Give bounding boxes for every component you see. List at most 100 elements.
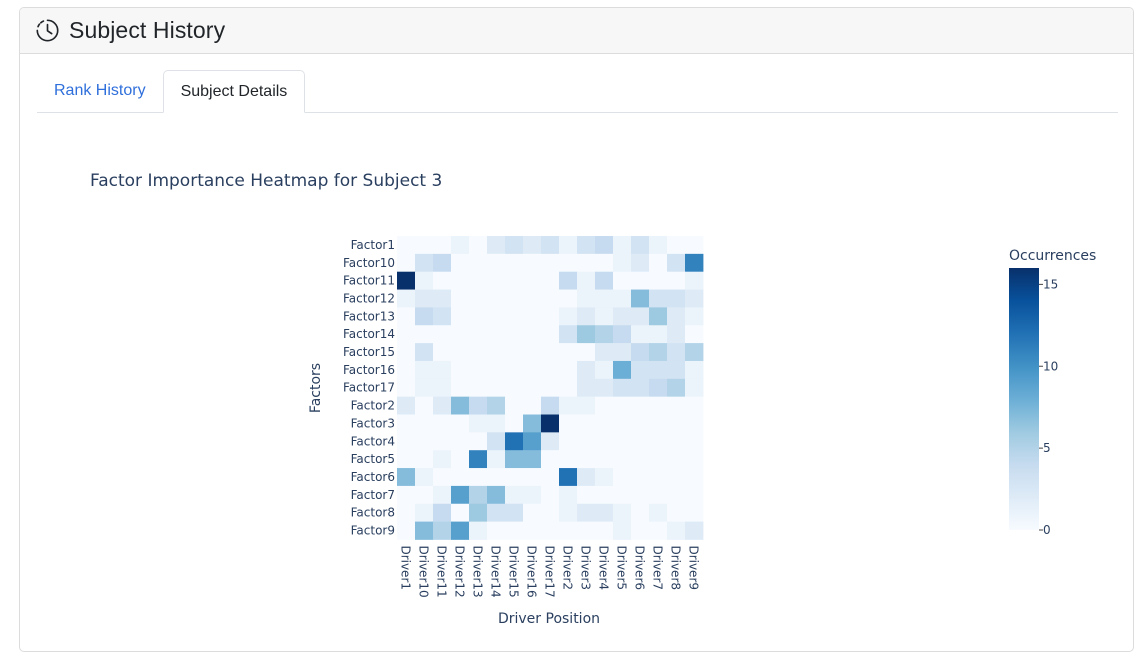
y-tick-label: Factor2 bbox=[351, 399, 395, 413]
heatmap-cell bbox=[667, 485, 686, 505]
heatmap-cell bbox=[415, 325, 434, 344]
heatmap-cell bbox=[685, 521, 704, 540]
heatmap-cell bbox=[487, 432, 506, 451]
heatmap-cells bbox=[397, 236, 704, 540]
heatmap-cell bbox=[505, 503, 524, 522]
tab-subject-details[interactable]: Subject Details bbox=[162, 70, 306, 113]
heatmap-cell bbox=[613, 521, 632, 540]
heatmap-cell bbox=[451, 378, 470, 398]
heatmap-cell bbox=[505, 450, 524, 469]
heatmap-cell bbox=[451, 253, 470, 273]
heatmap-cell bbox=[433, 325, 452, 344]
heatmap-cell bbox=[595, 485, 614, 505]
heatmap-cell bbox=[559, 432, 578, 451]
heatmap-cell bbox=[487, 360, 506, 380]
y-tick-label: Factor12 bbox=[343, 291, 395, 305]
heatmap-cell bbox=[631, 485, 650, 505]
heatmap-cell bbox=[523, 307, 542, 326]
heatmap-cell bbox=[541, 253, 560, 273]
heatmap-cell bbox=[487, 325, 506, 344]
heatmap-cell bbox=[523, 521, 542, 540]
heatmap-cell bbox=[415, 253, 434, 273]
heatmap-cell bbox=[415, 414, 434, 433]
heatmap-cell bbox=[541, 450, 560, 469]
heatmap-cell bbox=[685, 253, 704, 273]
heatmap-cell bbox=[595, 236, 614, 255]
heatmap-cell bbox=[613, 253, 632, 273]
heatmap-cell bbox=[559, 343, 578, 362]
heatmap-cell bbox=[487, 468, 506, 487]
heatmap-cell bbox=[451, 271, 470, 290]
heatmap-cell bbox=[505, 468, 524, 487]
clock-icon bbox=[35, 18, 61, 44]
heatmap-cell bbox=[397, 307, 416, 326]
heatmap-cell bbox=[667, 378, 686, 398]
y-tick-label: Factor7 bbox=[351, 488, 395, 502]
heatmap-cell bbox=[631, 432, 650, 451]
heatmap-cell bbox=[523, 468, 542, 487]
y-tick-label: Factor17 bbox=[343, 381, 395, 395]
heatmap-cell bbox=[685, 485, 704, 505]
heatmap-cell bbox=[649, 253, 668, 273]
heatmap-cell bbox=[685, 378, 704, 398]
heatmap-cell bbox=[595, 253, 614, 273]
heatmap-cell bbox=[523, 343, 542, 362]
heatmap-cell bbox=[541, 360, 560, 380]
heatmap-cell bbox=[541, 378, 560, 398]
heatmap-cell bbox=[613, 396, 632, 415]
tab-rank-history[interactable]: Rank History bbox=[54, 82, 146, 99]
heatmap-cell bbox=[541, 236, 560, 255]
heatmap-cell bbox=[523, 450, 542, 469]
heatmap-cell bbox=[559, 289, 578, 308]
heatmap-cell bbox=[451, 289, 470, 308]
heatmap-cell bbox=[505, 307, 524, 326]
heatmap-cell bbox=[469, 485, 488, 505]
heatmap-cell bbox=[631, 236, 650, 255]
heatmap-cell bbox=[469, 360, 488, 380]
heatmap-cell bbox=[595, 503, 614, 522]
heatmap-cell bbox=[559, 414, 578, 433]
heatmap-cell bbox=[541, 289, 560, 308]
heatmap-cell bbox=[487, 414, 506, 433]
heatmap-cell bbox=[469, 414, 488, 433]
heatmap-cell bbox=[397, 396, 416, 415]
heatmap-cell bbox=[577, 414, 596, 433]
heatmap-cell bbox=[469, 253, 488, 273]
heatmap-cell bbox=[631, 378, 650, 398]
heatmap-cell bbox=[631, 253, 650, 273]
y-tick-label: Factor15 bbox=[343, 345, 395, 359]
heatmap-cell bbox=[541, 468, 560, 487]
heatmap-cell bbox=[577, 307, 596, 326]
x-tick-label: Driver3 bbox=[579, 545, 593, 590]
heatmap-cell bbox=[631, 503, 650, 522]
heatmap-cell bbox=[451, 360, 470, 380]
heatmap-cell bbox=[433, 343, 452, 362]
heatmap-cell bbox=[541, 521, 560, 540]
y-tick-label: Factor6 bbox=[351, 470, 395, 484]
heatmap-cell bbox=[595, 289, 614, 308]
heatmap-cell bbox=[415, 378, 434, 398]
heatmap-cell bbox=[649, 450, 668, 469]
heatmap-cell bbox=[667, 307, 686, 326]
heatmap-cell bbox=[559, 253, 578, 273]
x-tick-label: Driver13 bbox=[471, 545, 485, 597]
heatmap-cell bbox=[487, 343, 506, 362]
heatmap-cell bbox=[577, 503, 596, 522]
heatmap-cell bbox=[451, 521, 470, 540]
colorbar-tick-label: 15 bbox=[1043, 277, 1058, 291]
heatmap-cell bbox=[559, 396, 578, 415]
heatmap-cell bbox=[487, 396, 506, 415]
heatmap-cell bbox=[649, 485, 668, 505]
heatmap-cell bbox=[667, 468, 686, 487]
heatmap-cell bbox=[613, 378, 632, 398]
heatmap-cell bbox=[469, 343, 488, 362]
heatmap-cell bbox=[505, 485, 524, 505]
heatmap-cell bbox=[451, 468, 470, 487]
heatmap-cell bbox=[523, 396, 542, 415]
heatmap-cell bbox=[505, 360, 524, 380]
y-axis-title: Factors bbox=[308, 363, 324, 413]
heatmap-cell bbox=[415, 360, 434, 380]
heatmap-cell bbox=[505, 236, 524, 255]
heatmap-cell bbox=[649, 307, 668, 326]
heatmap-cell bbox=[541, 396, 560, 415]
